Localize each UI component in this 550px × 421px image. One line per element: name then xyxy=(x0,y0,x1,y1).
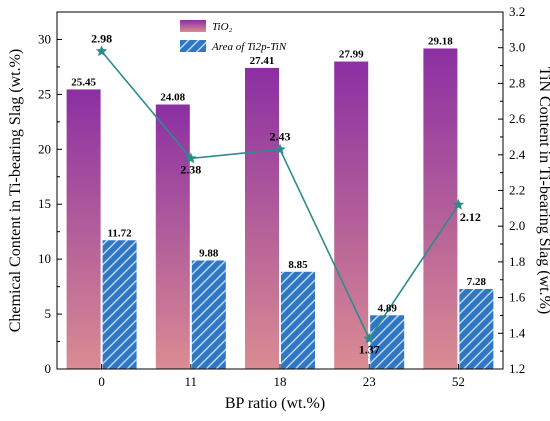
tio2-bar-label: 25.45 xyxy=(71,76,96,88)
y-tick-label: 30 xyxy=(38,31,51,46)
tin-content-line xyxy=(100,50,460,341)
tio2-bar-label: 27.99 xyxy=(339,49,364,61)
tio2-bar xyxy=(66,89,101,370)
tin-area-bar-label: 8.85 xyxy=(288,259,308,271)
x-tick-label: 11 xyxy=(185,374,198,389)
y2-tick-label: 3.2 xyxy=(509,4,525,19)
legend-label-tin-area: Area of Ti2p-TiN xyxy=(211,41,287,53)
tio2-bar xyxy=(334,61,369,369)
y-axis-title: Chemical Content in Ti-bearing Slag (wt.… xyxy=(7,49,24,333)
legend-swatch-tio2 xyxy=(180,20,206,32)
x-tick-label: 18 xyxy=(274,374,287,389)
y2-tick-label: 1.4 xyxy=(509,325,526,340)
y-tick-label: 25 xyxy=(38,86,51,101)
y2-tick-label: 2.2 xyxy=(509,183,525,198)
tin-content-label: 1.37 xyxy=(359,343,380,357)
tin-area-bar-label: 4.89 xyxy=(378,302,398,314)
tin-area-bar-label: 7.28 xyxy=(467,276,487,288)
tin-area-bar xyxy=(102,240,137,369)
tin-area-bar xyxy=(191,260,226,369)
y-tick-label: 0 xyxy=(45,361,52,376)
tin-content-point xyxy=(185,152,197,164)
x-tick-label: 0 xyxy=(98,374,105,389)
x-tick-label: 23 xyxy=(363,374,376,389)
y2-tick-label: 2.8 xyxy=(509,75,525,90)
tio2-bar-label: 29.18 xyxy=(428,35,453,47)
y2-tick-label: 1.2 xyxy=(509,361,525,376)
tio2-bar-label: 24.08 xyxy=(160,91,185,103)
tin-area-bar xyxy=(459,289,494,369)
tin-content-label: 2.98 xyxy=(91,31,112,45)
y-tick-label: 15 xyxy=(38,196,51,211)
tin-area-bar-label: 11.72 xyxy=(108,227,133,239)
tio2-bar xyxy=(423,48,458,369)
tin-content-point xyxy=(363,332,375,344)
tin-content-point xyxy=(274,143,286,155)
tin-content-point xyxy=(452,198,465,210)
y2-tick-label: 1.8 xyxy=(509,254,525,269)
y-tick-label: 20 xyxy=(38,141,51,156)
y2-tick-label: 1.6 xyxy=(509,290,526,305)
tin-area-bar xyxy=(370,315,405,369)
y2-axis-title: TiN Content in Ti-bearing Slag (wt.%) xyxy=(536,67,550,314)
tin-content-point xyxy=(95,45,108,57)
legend-label-tio2: TiO₂ xyxy=(212,21,233,33)
y2-tick-label: 2.0 xyxy=(509,218,525,233)
tin-area-bar-label: 9.88 xyxy=(199,247,219,259)
tio2-bar xyxy=(245,67,279,370)
tin-content-label: 2.43 xyxy=(270,129,291,143)
y2-tick-label: 2.4 xyxy=(509,147,526,162)
tio2-bar xyxy=(155,104,190,369)
tin-content-label: 2.38 xyxy=(180,162,201,176)
x-tick-label: 52 xyxy=(452,374,465,389)
y-tick-label: 5 xyxy=(45,306,52,321)
y2-tick-label: 3.0 xyxy=(509,40,525,55)
x-axis-title: BP ratio (wt.%) xyxy=(225,395,325,412)
y-tick-label: 10 xyxy=(38,251,51,266)
tio2-bar-label: 27.41 xyxy=(250,55,275,67)
tin-content-label: 2.12 xyxy=(460,210,481,224)
tin-area-bar xyxy=(281,271,315,369)
y2-tick-label: 2.6 xyxy=(509,111,526,126)
legend-swatch-tin-area xyxy=(180,40,206,52)
